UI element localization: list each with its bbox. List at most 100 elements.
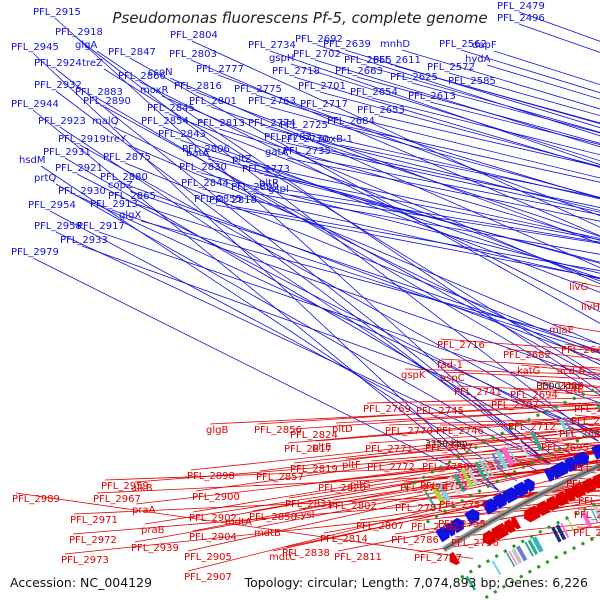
leader-line [253,164,600,239]
forward-gene-label: PFL_2932 [34,80,82,91]
feature-band-inner [555,524,567,541]
forward-gene-label: PFL_2830 [179,162,227,173]
reverse-gene-label: PFL_2755 [438,519,486,530]
feature-band-inner [508,550,518,566]
leader-line [168,113,600,282]
leader-line [301,130,600,200]
leader-line [370,442,600,462]
reverse-gene-label: PFL_2989 [12,494,60,505]
leader-line [401,49,600,110]
reverse-gene-label: gspK [401,370,426,381]
forward-gene-label: PFL_2875 [103,152,151,163]
reverse-gene-label: PFL_2831 [285,499,333,510]
feature-band-inner [581,511,592,528]
leader-line [321,109,600,179]
leader-line [365,65,600,133]
forward-gene-label: PFL_2735 [283,146,331,157]
forward-gene-label: PFL_2777 [196,64,244,75]
reverse-gene [545,495,560,511]
leader-line [302,144,600,208]
feature-band-outer [500,446,515,467]
leader-line [135,449,600,505]
forward-gene-label: PFL_2883 [75,87,123,98]
reverse-gene-label: PFL_2973 [61,555,109,566]
feature-band-inner [524,541,534,557]
feature-band-outer [447,475,462,496]
feature-band-inner [511,548,523,565]
reverse-gene-label: PFL_2857 [256,472,304,483]
leader-line [414,499,600,522]
forward-gene-label: PFL_2854 [141,116,189,127]
forward-gene-label: PFL_2774 [248,118,296,129]
feature-band-outer [506,444,518,464]
reverse-gene-label: PFL_2811 [334,552,382,563]
reverse-gene-label: fad-1 [437,360,463,371]
reverse-gene-label: PFL_2741 [454,387,502,398]
leader-line [394,504,600,535]
reverse-gene-label: PFL_2666 [574,404,600,415]
tick-label: 3350 kbp [425,440,468,450]
forward-gene-label: PFL_2913 [90,199,138,210]
forward-gene-label: PFL_2818 [209,195,257,206]
forward-gene-label: PFL_2801 [189,96,237,107]
forward-gene-label: moxR [140,85,168,96]
forward-gene-label: malQ [92,116,119,127]
leader-line [287,415,600,444]
leader-line [323,482,600,534]
leader-line [272,478,600,552]
forward-gene-label: PFL_2958 [34,221,82,232]
leader-line [230,205,600,272]
feature-band-inner [527,539,539,555]
leader-line [345,435,600,460]
reverse-gene-label: mdtA [225,517,252,528]
reverse-gene-label: mdtB [254,528,281,539]
feature-band-inner [551,526,562,543]
feature-band-inner [491,560,502,576]
leader-line [40,165,517,482]
leader-line [203,154,600,264]
forward-gene-label: PFL_2717 [300,99,348,110]
feature-band-inner [590,508,599,524]
feature-tracks [424,401,600,591]
reverse-gene-label: PFL_2939 [131,543,179,554]
reverse-gene-label: PFL_2907 [184,572,232,583]
forward-gene-label: PFL_2496 [497,13,545,24]
forward-gene-label: PFL_2585 [448,76,496,87]
feature-band-inner [465,575,477,591]
leader-line [293,428,600,464]
leader-line [217,74,600,217]
reverse-gene-label: PFL_2710 [574,510,600,521]
reverse-gene [591,473,600,489]
feature-band-outer [478,459,491,479]
reverse-gene [564,487,576,502]
forward-gene-label: PFL_2816 [174,81,222,92]
forward-gene-label: PFL_2930 [58,186,106,197]
leader-line [368,427,600,444]
accession-text: Accession: NC_004129 [10,575,153,590]
leader-line [202,188,600,280]
leader-line [190,59,600,237]
forward-gene-label: PFL_2915 [33,7,81,18]
reverse-gene-label: PFL_2814 [320,534,368,545]
forward-gene-label: PFL_2865 [108,191,156,202]
leader-line [200,172,600,274]
reverse-gene-label: alkB [131,483,153,494]
reverse-gene-label: PFL_2967 [93,494,141,505]
forward-gene-label: PFL_2921 [55,163,103,174]
leader-line [388,417,600,426]
leader-line [280,188,600,243]
forward-gene-label: PFL_2890 [83,96,131,107]
forward-gene-label: PFL_2572 [427,62,475,73]
feature-band-outer [436,482,451,502]
leader-line [252,192,600,255]
leader-line [76,37,599,442]
leader-line [210,106,600,237]
feature-band-outer [431,485,446,506]
reverse-gene-label: PFL_2770 [385,426,433,437]
reverse-gene-label: PFL_2705 [578,496,600,507]
forward-gene-label: PFL_2783 [264,132,312,143]
forward-gene-label: PFL_2653 [357,105,405,116]
forward-gene-label: PFL_2866 [118,71,166,82]
reverse-gene-label: PFL_2776 [400,483,448,494]
tick-labels: 2750 kbp2800 kbp2850 kbp2900 kbp2950 kbp… [425,382,580,450]
